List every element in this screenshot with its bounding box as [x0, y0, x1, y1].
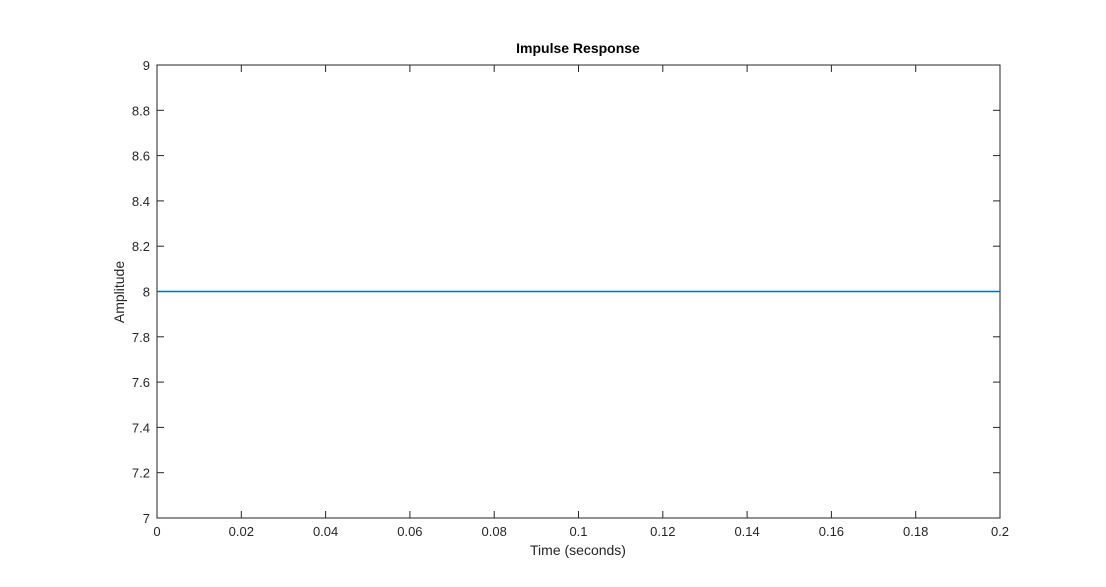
x-tick-label: 0.18: [903, 524, 928, 539]
x-tick-label: 0: [153, 524, 160, 539]
y-axis-label: Amplitude: [111, 261, 127, 323]
y-tick-label: 9: [143, 58, 150, 73]
x-tick-label: 0.12: [650, 524, 675, 539]
x-tick-label: 0.08: [482, 524, 507, 539]
y-tick-label: 7.8: [132, 330, 150, 345]
x-tick-label: 0.14: [734, 524, 759, 539]
y-tick-label: 7.6: [132, 375, 150, 390]
x-tick-label: 0.2: [991, 524, 1009, 539]
x-axis-label: Time (seconds): [530, 542, 626, 558]
x-tick-label: 0.04: [313, 524, 338, 539]
y-tick-label: 8.4: [132, 194, 150, 209]
x-tick-label: 0.1: [569, 524, 587, 539]
y-tick-label: 7: [143, 511, 150, 526]
x-tick-label: 0.02: [229, 524, 254, 539]
y-tick-label: 8: [143, 285, 150, 300]
y-tick-label: 7.4: [132, 420, 150, 435]
y-tick-label: 8.2: [132, 239, 150, 254]
x-tick-label: 0.16: [819, 524, 844, 539]
y-tick-label: 8.8: [132, 103, 150, 118]
x-tick-label: 0.06: [397, 524, 422, 539]
y-tick-label: 7.2: [132, 466, 150, 481]
y-tick-label: 8.6: [132, 149, 150, 164]
chart-title: Impulse Response: [516, 40, 640, 56]
plot-area: 0 0.02 0.04 0.06 0.08 0.1 0.12 0.14 0.16 0.18 0.2 7…: [132, 58, 1009, 539]
